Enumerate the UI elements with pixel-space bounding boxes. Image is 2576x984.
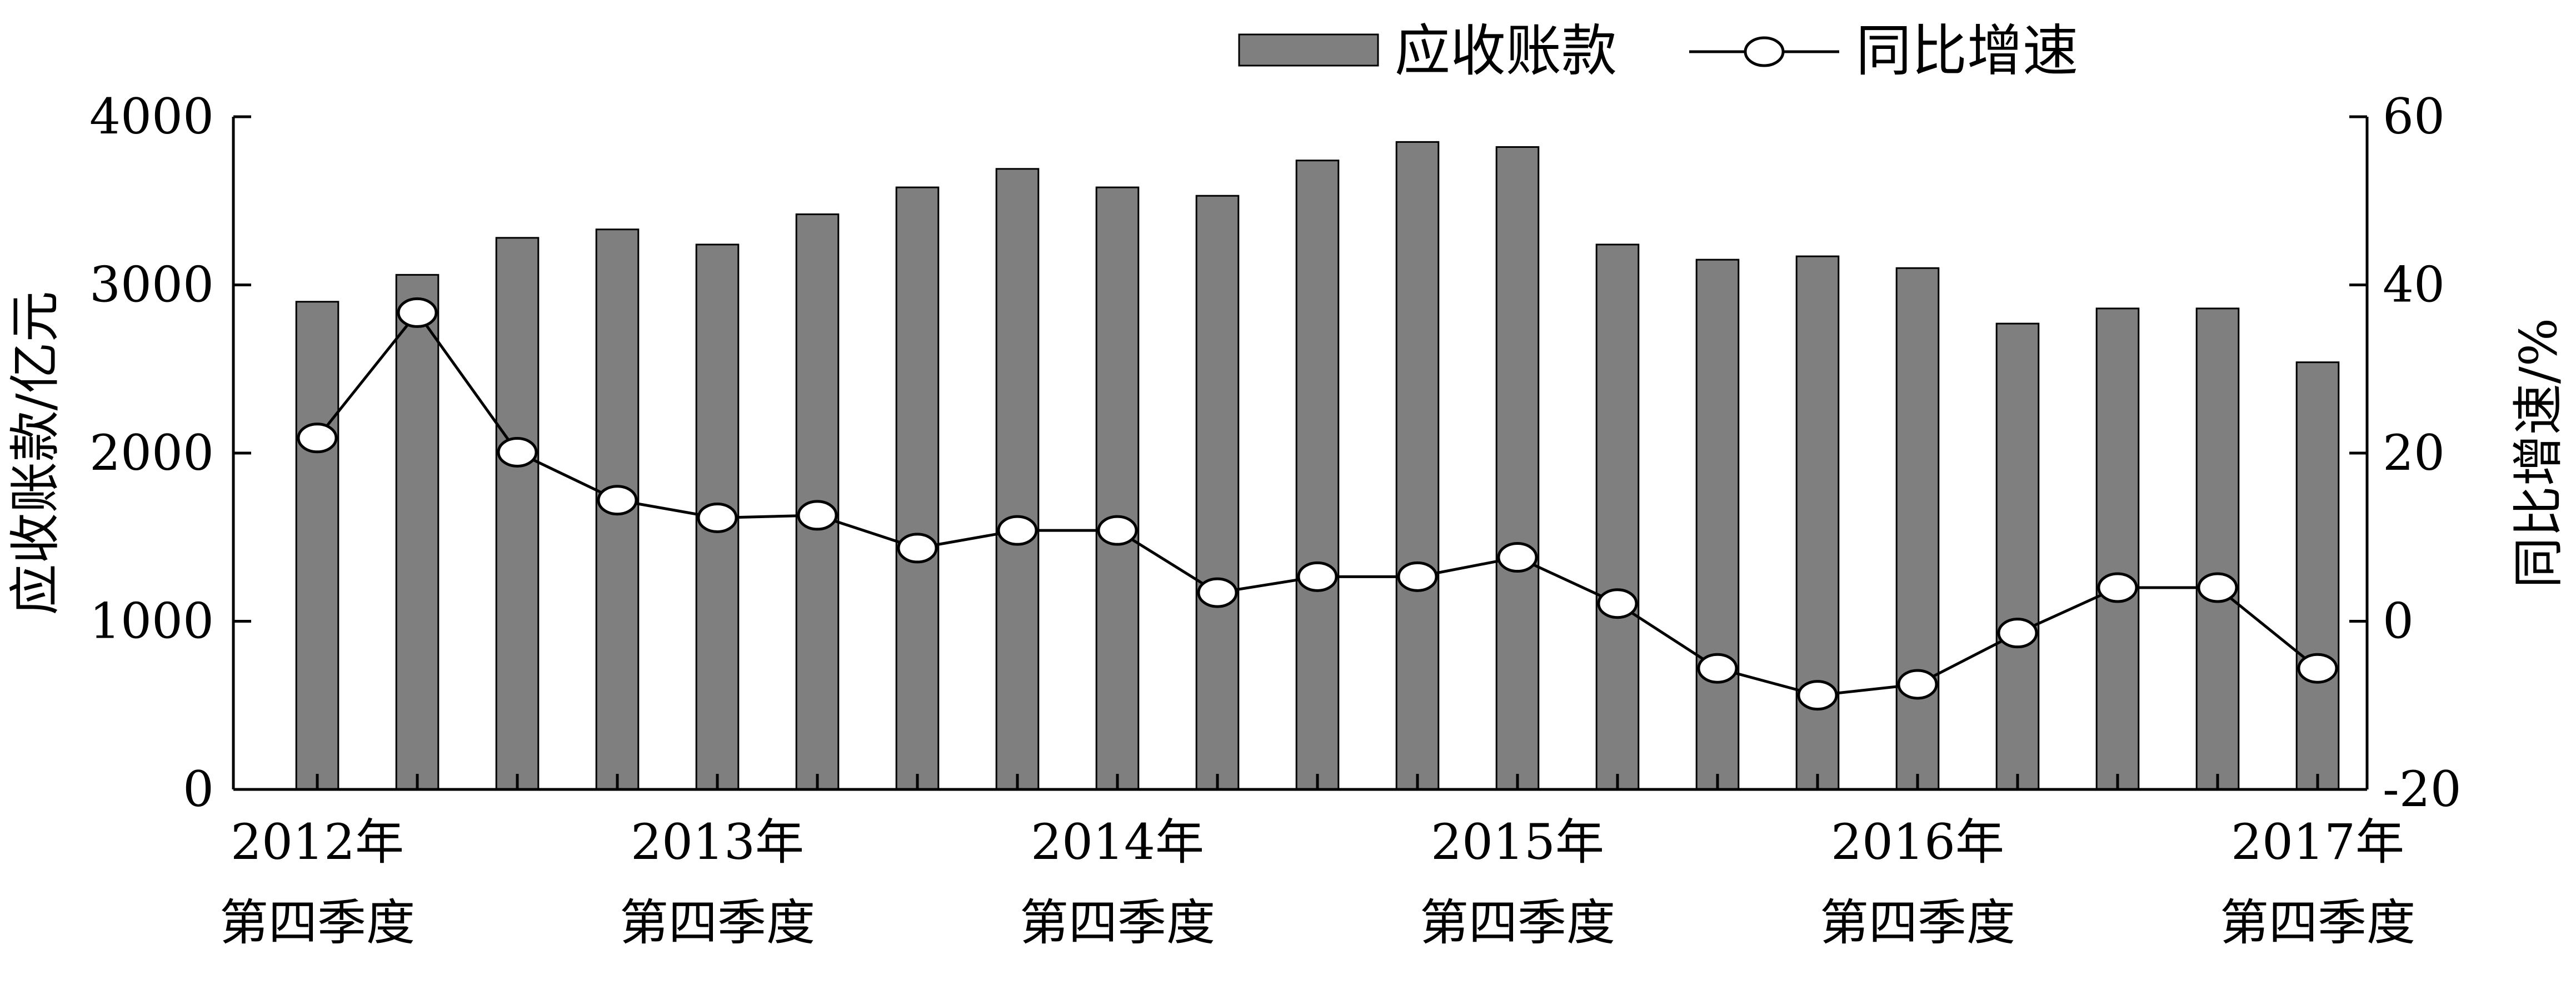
x-tick-label-quarter-1: 第四季度 [620, 894, 815, 951]
growth-point-13 [1597, 588, 1638, 619]
right-axis-title: 同比增速/% [2509, 318, 2568, 588]
growth-point-20 [2297, 653, 2338, 684]
bar-8 [1095, 186, 1140, 791]
left-tick-label-0: 0 [183, 761, 214, 818]
x-tick-label-quarter-2: 第四季度 [1020, 894, 1215, 951]
x-tick-label-year-0: 2012年 [231, 813, 404, 871]
x-tick-label-quarter-3: 第四季度 [1420, 894, 1615, 951]
bar-19 [2195, 307, 2240, 791]
bar-18 [2095, 307, 2140, 791]
bar-series [295, 141, 2340, 791]
bar-6 [895, 186, 940, 791]
left-tick-label-4: 4000 [89, 88, 214, 145]
growth-point-10 [1297, 561, 1338, 592]
growth-point-18 [2097, 572, 2138, 603]
legend-bar-label: 应收账款 [1395, 18, 1617, 83]
line-series [297, 297, 2338, 711]
growth-point-0 [297, 423, 338, 454]
x-tick-label-quarter-0: 第四季度 [219, 894, 415, 951]
right-tick-label-4: 60 [2383, 88, 2445, 145]
left-y-axis: 0 1000 2000 3000 4000 [89, 88, 251, 818]
legend: 应收账款 同比增速 [1238, 18, 2078, 83]
bar-0 [295, 301, 340, 791]
bar-16 [1895, 267, 1940, 791]
right-tick-label-1: 0 [2383, 593, 2414, 650]
growth-point-16 [1897, 669, 1938, 700]
growth-point-6 [897, 533, 938, 564]
x-tick-label-year-1: 2013年 [631, 813, 804, 871]
bar-14 [1695, 259, 1740, 791]
right-tick-label-3: 40 [2383, 256, 2445, 314]
x-tick-label-year-4: 2016年 [1831, 813, 2004, 871]
growth-point-7 [997, 515, 1038, 546]
bar-10 [1295, 160, 1340, 791]
left-tick-label-3: 3000 [89, 256, 214, 314]
growth-point-17 [1997, 618, 2038, 649]
growth-point-11 [1397, 561, 1438, 592]
x-tick-label-year-3: 2015年 [1431, 813, 1604, 871]
bar-2 [495, 237, 540, 791]
bar-20 [2295, 361, 2340, 791]
growth-point-4 [697, 502, 738, 533]
legend-line-marker [1744, 36, 1785, 67]
x-tick-label-quarter-4: 第四季度 [1820, 894, 2015, 951]
right-tick-label-0: -20 [2383, 761, 2462, 818]
bar-7 [995, 168, 1040, 791]
bar-17 [1995, 322, 2040, 791]
bar-13 [1595, 243, 1640, 791]
growth-point-15 [1797, 680, 1838, 711]
left-tick-label-2: 2000 [89, 424, 214, 481]
left-axis-title: 应收账款/亿元 [6, 291, 65, 615]
x-axis-ticks [316, 774, 2319, 789]
bar-12 [1495, 146, 1540, 791]
growth-point-19 [2197, 572, 2238, 603]
growth-point-12 [1497, 542, 1538, 573]
growth-point-9 [1197, 577, 1238, 608]
x-tick-label-quarter-5: 第四季度 [2220, 894, 2415, 951]
right-tick-label-2: 20 [2383, 424, 2445, 481]
x-tick-label-year-5: 2017年 [2231, 813, 2404, 871]
bar-9 [1195, 195, 1240, 791]
x-tick-label-year-2: 2014年 [1031, 813, 1204, 871]
bar-1 [395, 274, 440, 791]
left-tick-label-1: 1000 [89, 593, 214, 650]
bar-11 [1395, 141, 1440, 791]
growth-point-3 [597, 485, 638, 516]
growth-point-1 [397, 297, 438, 328]
growth-point-5 [797, 500, 838, 531]
legend-bar-swatch [1238, 33, 1379, 67]
growth-point-8 [1097, 515, 1138, 546]
legend-line-label: 同比增速 [1856, 18, 2078, 83]
right-y-axis: -20 0 20 40 60 [2349, 88, 2462, 818]
growth-point-14 [1697, 653, 1738, 684]
growth-point-2 [497, 436, 538, 468]
